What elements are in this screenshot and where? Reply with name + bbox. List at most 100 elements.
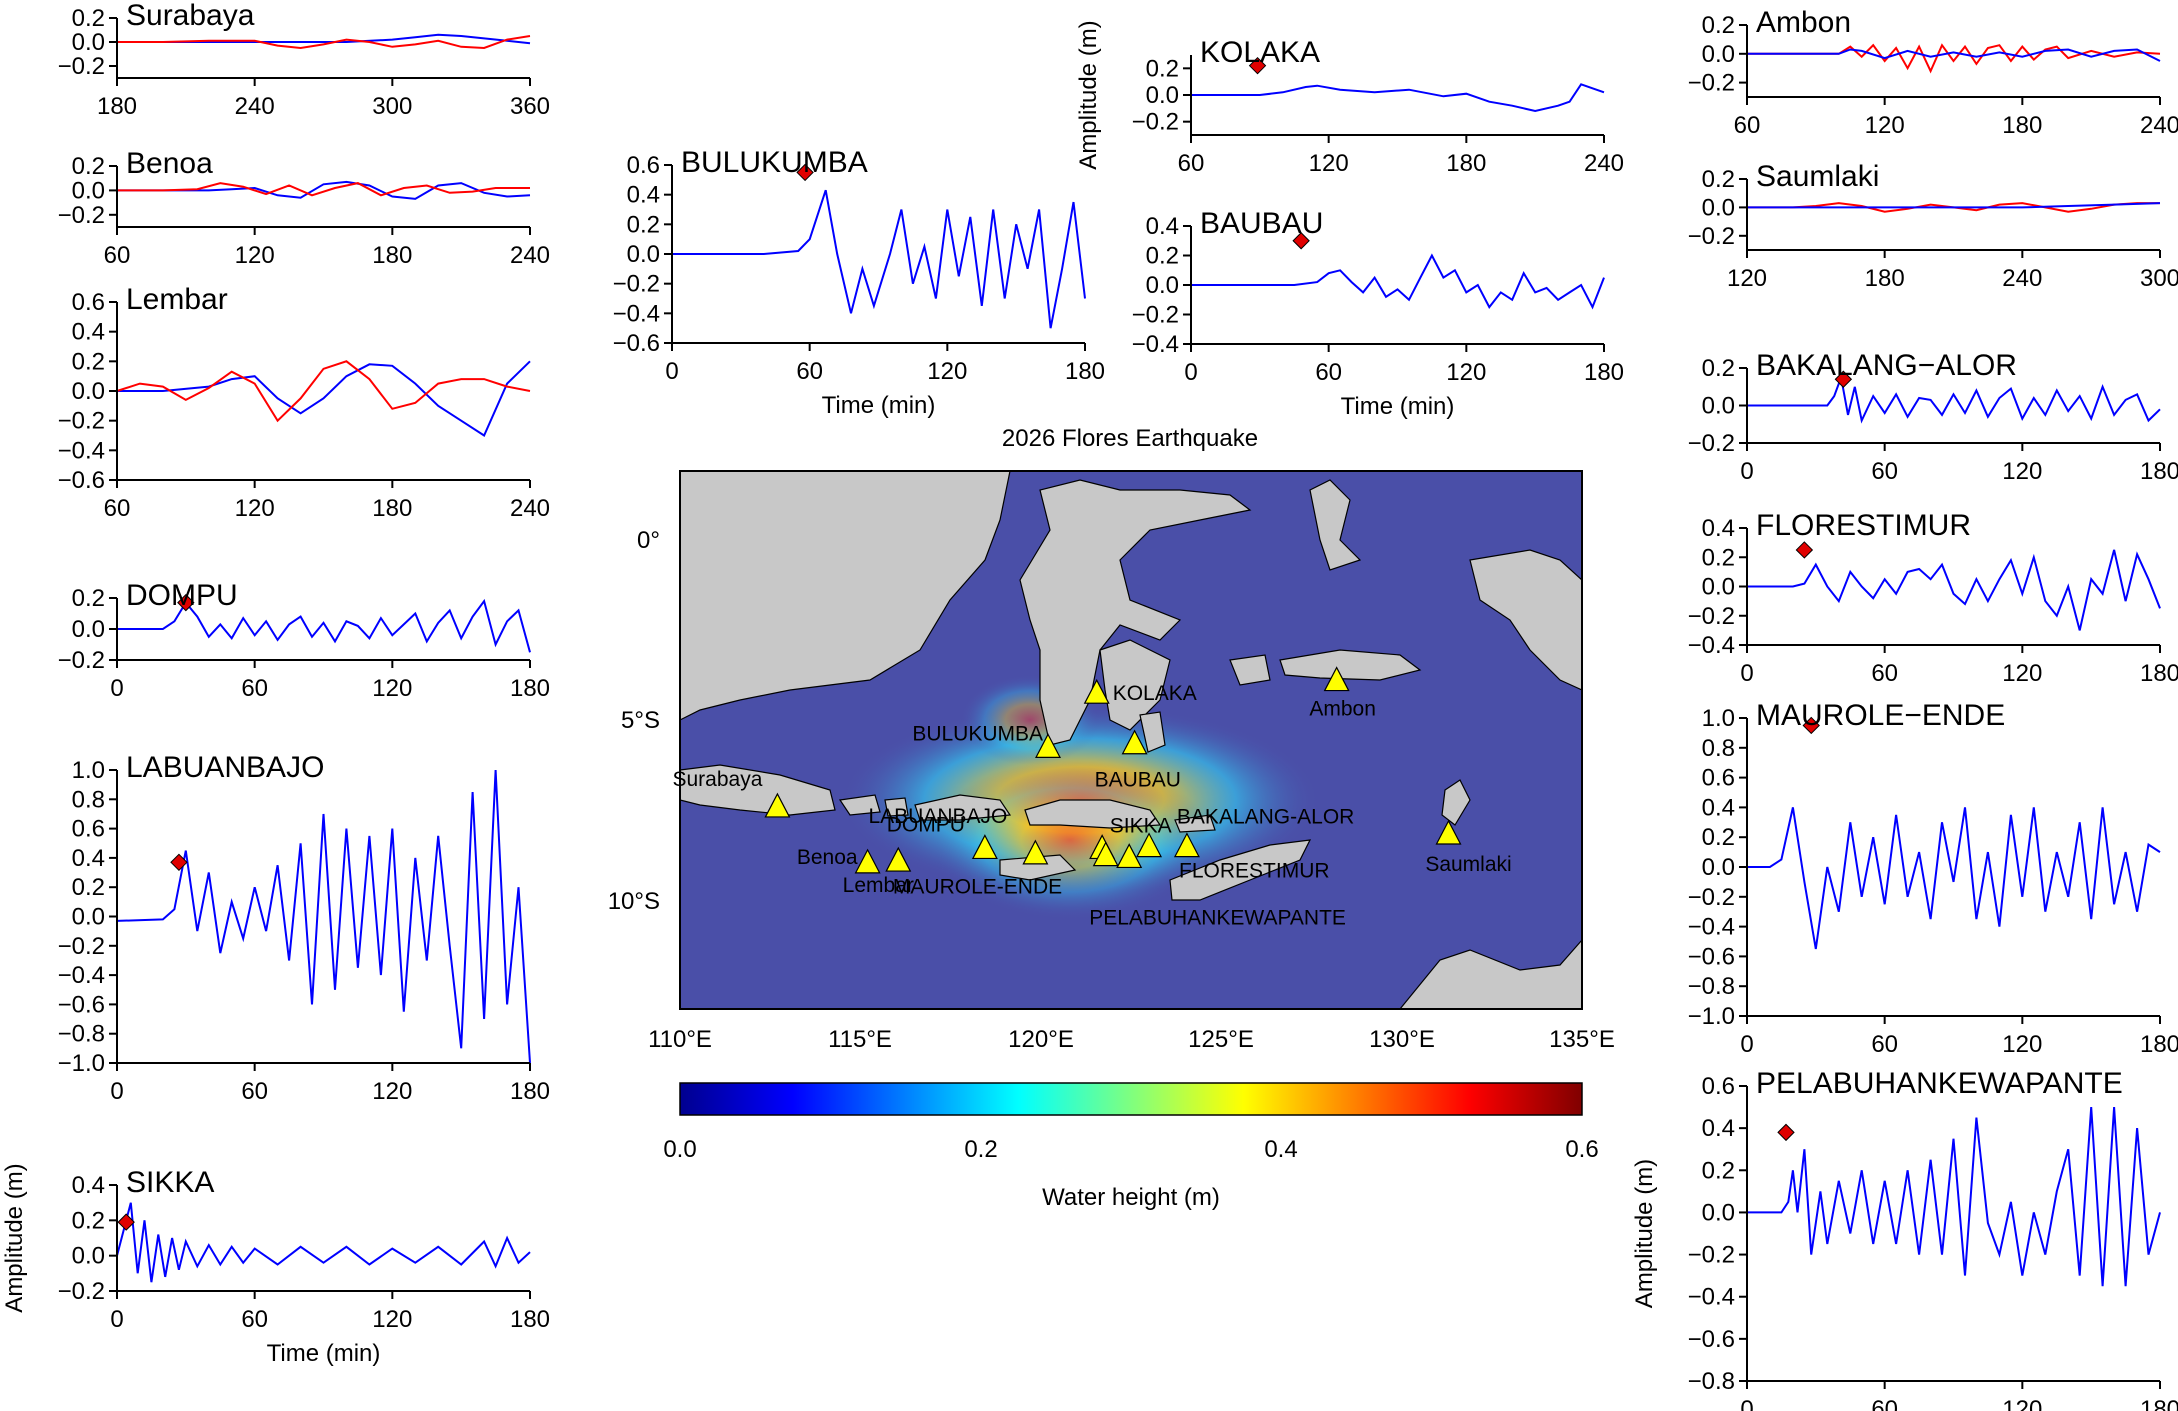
station-marker: SIKKA [1092,815,1172,867]
y-axis-label: Amplitude (m) [1075,20,1102,169]
station-triangle [971,834,998,860]
land-halmahera [1309,479,1362,571]
arrival-marker [1802,716,1820,735]
x-tick-label: 60 [1734,112,1761,139]
panel-14: 0 60 120 180 0.6 0.4 0.2 0.0 −0.2 −0.4 −0.6 −0.8 PEL… [1631,1067,2178,1411]
land-bali [838,794,881,816]
x-tick-label: 180 [1065,358,1105,385]
y-tick-label: −0.2 [58,408,105,435]
x-tick-label: 120 [235,242,275,269]
y-tick-label: 0.2 [72,153,105,180]
y-tick-label: 0.0 [627,241,660,268]
arrival-marker [117,1213,135,1231]
arrival-marker [1292,232,1310,250]
x-axis-label: Time (min) [822,392,936,419]
station-triangle [1435,819,1462,845]
x-tick-label: 240 [510,242,550,269]
panel-2: 60 120 180 240 0.6 0.40.2 0.0 −0.2−0.4 −0.6 Lemba… [58,283,550,522]
x-tick-label: 300 [372,93,412,120]
x-tick-label: 120 [1865,112,1905,139]
panel-title: Saumlaki [1756,160,1879,193]
x-tick-label: 180 [372,495,412,522]
y-tick-label: 0.0 [1702,393,1735,420]
land-new-guinea [1469,549,1582,691]
map-x-tick: 135°E [1549,1026,1615,1053]
land-tanimbar [1441,779,1471,826]
series-line-0 [1191,83,1605,113]
y-tick-label: −1.0 [1688,1003,1735,1030]
y-tick-label: −0.6 [1688,1326,1735,1353]
y-tick-label: 0.2 [1702,12,1735,39]
y-tick-label: −0.8 [1688,973,1735,1000]
x-tick-label: 180 [510,1306,550,1333]
station-label: KOLAKA [1113,682,1197,705]
panel-5: 0 60 120 180 0.4 0.2 0.0 −0.2 SIKKA Time (min) Amp… [1,1163,550,1367]
y-tick-label: 0.0 [72,1243,105,1270]
colorbar-tick: 0.0 [663,1136,696,1163]
y-tick-label: −0.8 [1688,1368,1735,1395]
station-triangle [1121,729,1148,755]
y-tick-label: −0.4 [1688,914,1735,941]
map-y-tick: 0° [637,527,660,554]
panel-0: 180 240 300 360 0.20.0−0.2 Surabaya [58,0,550,120]
series-line-0 [117,598,531,653]
x-tick-label: 180 [2140,660,2178,687]
land-alor [1174,814,1216,833]
y-tick-label: 0.2 [72,1207,105,1234]
x-tick-label: 180 [372,242,412,269]
station-triangle [1083,678,1110,704]
x-axis-label: Time (min) [267,1340,381,1367]
land-sumba [999,854,1077,881]
station-marker: Ambon [1309,666,1376,721]
panel-13: 0 60 120 180 1.0 0.8 0.60.4 0.2 0.0 −0.2 −0.4−0.6 −… [1688,699,2178,1058]
y-tick-label: −0.4 [58,962,105,989]
y-tick-label: −0.6 [58,467,105,494]
x-tick-label: 120 [372,675,412,702]
x-tick-label: 120 [1309,150,1349,177]
y-tick-label: 0.0 [72,378,105,405]
plot-area [117,166,530,227]
colorbar-tick: 0.2 [964,1136,997,1163]
y-tick-label: 0.4 [1146,213,1179,240]
arrival-marker [1777,1123,1795,1142]
panel-6: 0 60 120 180 0.6 0.40.2 0.0 −0.2−0.4 −0.6 BULUKUM… [613,146,1105,419]
panel-9: 60 120 180 240 0.20.0−0.2 Ambon [1688,6,2178,139]
y-tick-label: −0.4 [1132,331,1179,358]
x-tick-label: 0 [665,358,678,385]
y-tick-label: 0.0 [72,177,105,204]
y-tick-label: 0.2 [72,585,105,612]
x-tick-label: 180 [1865,265,1905,292]
x-tick-label: 240 [235,93,275,120]
arrival-marker [1795,541,1814,559]
x-tick-label: 120 [1727,265,1767,292]
y-tick-label: 0.0 [1146,82,1179,109]
station-marker: BULUKUMBA [912,722,1062,758]
y-tick-label: 0.6 [72,816,105,843]
x-tick-label: 120 [372,1306,412,1333]
y-tick-label: 0.4 [72,319,105,346]
land-borneo [680,471,1011,721]
colorbar-tick: 0.6 [1565,1136,1598,1163]
station-marker: Surabaya [673,768,791,818]
x-tick-label: 180 [510,1078,550,1105]
x-tick-label: 180 [2140,1031,2178,1058]
x-tick-label: 60 [241,1078,268,1105]
series-line-0 [1191,253,1605,310]
x-tick-label: 240 [2140,112,2178,139]
y-tick-label: 0.0 [1702,574,1735,601]
plot-area [1747,718,2160,1016]
station-label: BAKALANG-ALOR [1177,806,1354,829]
station-triangle [1116,843,1143,869]
y-tick-label: −0.2 [58,1278,105,1305]
panel-title: Ambon [1756,6,1851,39]
y-tick-label: −0.4 [1688,632,1735,659]
x-tick-label: 0 [1740,1031,1753,1058]
panel-title: MAUROLE−ENDE [1756,699,2005,732]
map-x-tick: 115°E [828,1026,892,1053]
x-tick-label: 120 [2002,1396,2042,1411]
panel-title: BAKALANG−ALOR [1756,349,2017,382]
x-tick-label: 60 [1315,359,1342,386]
series-line-0 [117,360,531,437]
map-x-tick: 110°E [648,1026,712,1053]
